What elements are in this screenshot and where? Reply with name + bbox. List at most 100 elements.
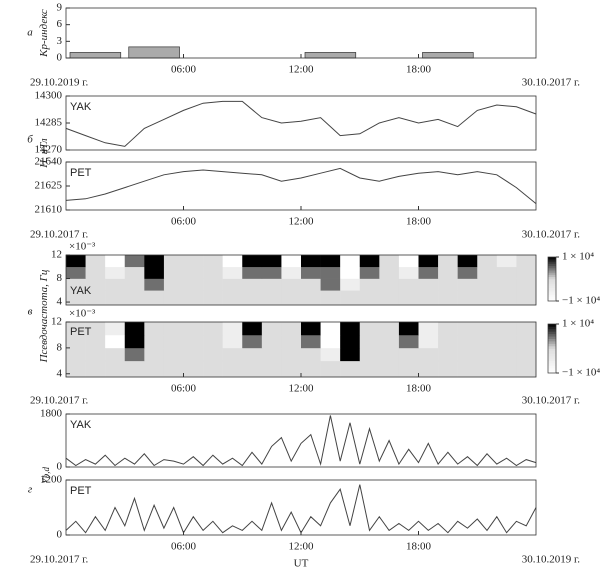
heat-cell [320,255,341,268]
date-right: 30.10.2017 г. [522,77,581,89]
heat-cell [222,334,243,349]
x-tick-label: 06:00 [171,383,197,395]
colorbar-frame [547,323,557,374]
heat-cell [163,278,184,291]
heat-cell [418,266,439,279]
heat-cell [398,334,419,349]
y-multiplier: ×10⁻³ [69,308,96,320]
x-tick-label: 18:00 [406,383,432,395]
colorbar-step [548,270,556,273]
heat-cell [66,334,86,349]
heat-cell [281,347,302,362]
heat-cell [496,322,517,336]
heat-cell [340,278,361,291]
colorbar-step [548,338,556,342]
heat-cell [379,266,400,279]
heat-cell [281,360,302,378]
heat-cell [301,322,321,336]
station-label: PET [70,326,92,338]
heat-cell [359,360,380,378]
y-tick-label: 14300 [35,90,63,102]
heat-cell [203,360,223,378]
heat-cell [242,347,263,362]
colorbar-step [548,296,556,300]
y-axis-label-main: H, нТл [38,138,50,169]
heat-cell [242,322,263,336]
heat-cell [496,347,517,362]
heat-cell [457,266,478,279]
colorbar-step [548,265,556,269]
heat-cell [496,334,517,349]
heat-cell [261,322,282,336]
heat-cell [516,290,537,306]
heat-cell [496,255,517,268]
heat-cell [359,278,380,291]
heat-cell [105,290,126,306]
heat-cell [418,322,439,336]
heat-cell [144,255,165,268]
heat-cell [124,334,145,349]
panel-letter: а [27,27,33,39]
y-tick-label: 21610 [35,204,63,216]
heat-cell [163,334,184,349]
heat-cell [477,347,498,362]
plot-frame [65,95,537,151]
heat-cell [398,290,419,306]
heat-cell [320,334,341,349]
plot-frame [65,161,537,211]
heat-cell [418,360,439,378]
heat-cell [379,255,400,268]
heat-cell [261,290,282,306]
x-tick-label: 18:00 [406,541,432,553]
heat-cell [457,255,478,268]
heat-cell [340,255,361,268]
heat-cell [85,322,106,336]
heat-cell [183,266,204,279]
heat-cell [457,334,478,349]
panel-letter: б [27,134,33,146]
y-tick-label: 12 [51,316,62,328]
y-tick-label: 3 [57,35,63,47]
heat-cell [85,278,106,291]
colorbar-label: 1 × 10⁴ [562,318,594,330]
heat-cell [496,266,517,279]
heat-cell [398,347,419,362]
y-tick-label: 8 [57,272,63,284]
heat-cell [183,322,204,336]
heat-cell [438,334,458,349]
heat-cell [301,360,321,378]
heat-cell [183,360,204,378]
x-tick-label: 12:00 [288,541,314,553]
heat-cell [359,322,380,336]
heat-cell [516,255,537,268]
colorbar-step [548,272,556,275]
colorbar-step [548,331,556,335]
colorbar-step [548,290,556,293]
heat-cell [516,278,537,291]
heat-cell [340,322,361,336]
heat-cell [438,266,458,279]
heat-cell [301,334,321,349]
heat-cell [496,278,517,291]
heat-cell [203,334,223,349]
heat-cell [320,290,341,306]
heat-cell [66,255,86,268]
heat-cell [105,266,126,279]
heat-cell [163,347,184,362]
station-label: PET [70,167,92,179]
x-axis-label: UT [294,558,309,570]
colorbar-step [548,368,556,371]
colorbar-step [548,279,556,282]
line [65,100,537,147]
heat-cell [163,266,184,279]
colorbar-label: 1 × 10⁴ [562,251,594,263]
station-label: YAK [70,101,92,113]
heat-cell [203,278,223,291]
y-tick-label: 0 [57,461,63,473]
heat-cell [320,266,341,279]
heat-cell [398,322,419,336]
y-axis-label-sub: b,d [41,466,51,478]
heat-cell [66,360,86,378]
date-left: 29.10.2019 г. [30,77,89,89]
heat-cell [203,290,223,306]
